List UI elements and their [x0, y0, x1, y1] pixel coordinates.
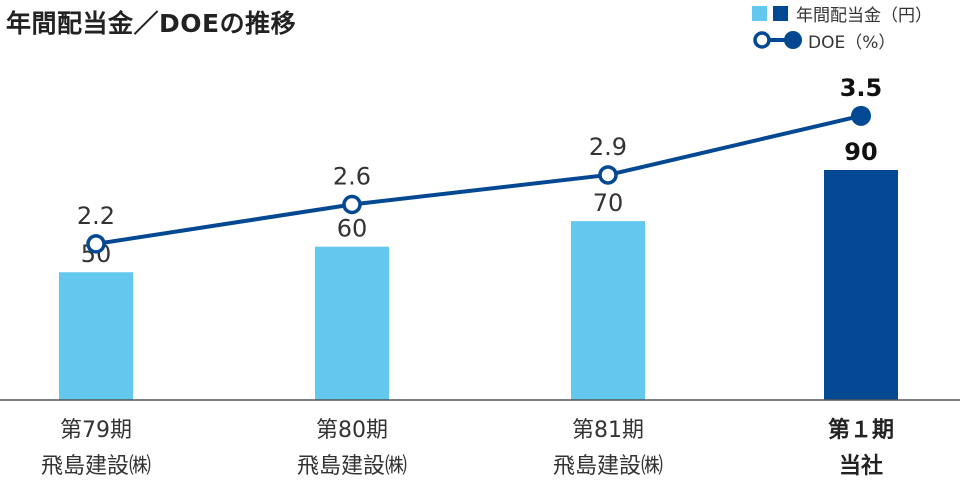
bar-3 [824, 170, 898, 400]
chart-title: 年間配当金／DOEの推移 [6, 9, 297, 38]
doe-point-0 [86, 234, 106, 254]
legend-item-doe: DOE（%） [752, 29, 896, 53]
category-label-0-0: 第79期 [60, 418, 132, 443]
doe-point-3 [851, 105, 871, 126]
doe-value-label-1: 2.6 [333, 163, 371, 191]
category-label-0-1: 飛島建設㈱ [41, 454, 151, 479]
bar-value-label-3: 90 [844, 138, 877, 166]
legend-item-dividend: 年間配当金（円） [752, 2, 932, 26]
doe-line [95, 113, 862, 246]
legend-swatch-dark [773, 5, 788, 21]
doe-value-label-3: 3.5 [840, 74, 883, 102]
bar-0 [59, 272, 133, 400]
category-label-1-0: 第80期 [316, 418, 388, 443]
doe-point-1 [342, 194, 362, 215]
bar-1 [315, 246, 389, 400]
bar-value-label-2: 70 [593, 189, 624, 217]
legend-label-dividend: 年間配当金（円） [796, 5, 932, 26]
legend-swatch-light [752, 5, 767, 21]
bar-value-label-1: 60 [337, 215, 368, 243]
category-label-1-1: 飛島建設㈱ [297, 454, 407, 479]
doe-value-label-2: 2.9 [589, 133, 627, 161]
doe-point-2 [598, 165, 618, 185]
category-label-2-0: 第81期 [572, 418, 644, 443]
category-label-3-1: 当社 [839, 453, 883, 479]
legend: 年間配当金（円） DOE（%） [752, 0, 960, 56]
legend-line-marker-icon [753, 31, 802, 49]
category-label-2-1: 飛島建設㈱ [553, 454, 663, 479]
legend-label-doe: DOE（%） [808, 32, 896, 53]
doe-value-label-0: 2.2 [77, 202, 115, 230]
bar-2 [571, 221, 645, 400]
category-label-3-0: 第１期 [828, 417, 894, 443]
